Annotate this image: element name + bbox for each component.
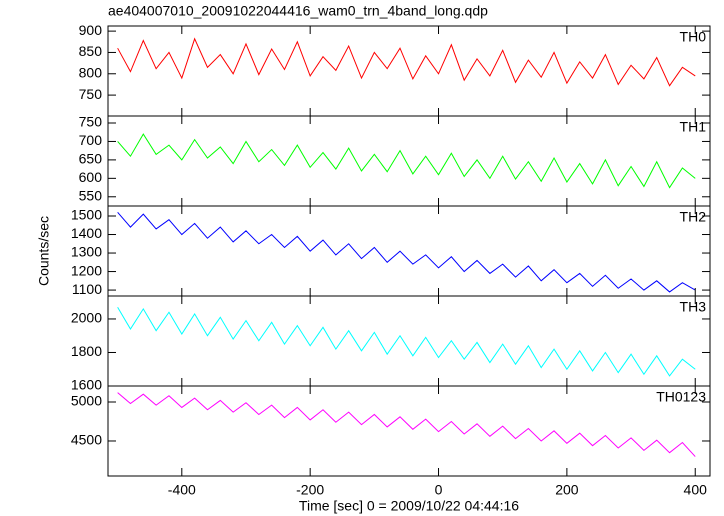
data-line <box>117 392 696 457</box>
legend-label: TH0123 <box>656 389 706 405</box>
data-line <box>117 306 696 377</box>
panel-frame <box>107 25 711 117</box>
y-tick-label: 600 <box>79 169 103 185</box>
y-tick-label: 1300 <box>71 244 102 260</box>
data-line <box>117 133 696 189</box>
data-line <box>117 211 696 293</box>
y-tick-label: 5000 <box>71 393 102 409</box>
y-tick-label: 750 <box>79 86 103 102</box>
panel-frame <box>107 115 711 207</box>
panel-frame <box>107 385 711 477</box>
y-tick-label: 1500 <box>71 207 102 223</box>
y-tick-label: 650 <box>79 151 103 167</box>
x-axis-label: Time [sec] 0 = 2009/10/22 04:44:16 <box>299 498 519 514</box>
x-tick-label: -400 <box>168 482 196 498</box>
y-tick-label: 1400 <box>71 225 102 241</box>
y-tick-label: 1600 <box>71 377 102 393</box>
y-tick-label: 550 <box>79 187 103 203</box>
y-tick-label: 1100 <box>72 281 102 297</box>
legend-label: TH2 <box>680 209 707 225</box>
y-tick-label: 1200 <box>71 262 102 278</box>
legend-label: TH1 <box>680 119 707 135</box>
legend-label: TH3 <box>680 299 707 315</box>
y-tick-label: 750 <box>79 114 103 130</box>
x-tick-label: -200 <box>296 482 324 498</box>
y-axis-label: Counts/sec <box>36 216 52 286</box>
panel-frame <box>107 205 711 297</box>
y-tick-label: 1800 <box>71 343 102 359</box>
legend-label: TH0 <box>680 29 707 45</box>
y-tick-label: 4500 <box>71 432 102 448</box>
y-tick-label: 700 <box>79 132 103 148</box>
y-tick-label: 800 <box>79 64 103 80</box>
x-tick-label: 200 <box>555 482 579 498</box>
panel-frame <box>107 295 711 387</box>
y-tick-label: 2000 <box>71 310 102 326</box>
chart-title: ae404007010_20091022044416_wam0_trn_4ban… <box>108 3 488 19</box>
y-tick-label: 900 <box>79 22 103 38</box>
x-tick-label: 0 <box>435 482 443 498</box>
data-line <box>117 37 696 87</box>
x-tick-label: 400 <box>684 482 708 498</box>
y-tick-label: 850 <box>79 43 103 59</box>
